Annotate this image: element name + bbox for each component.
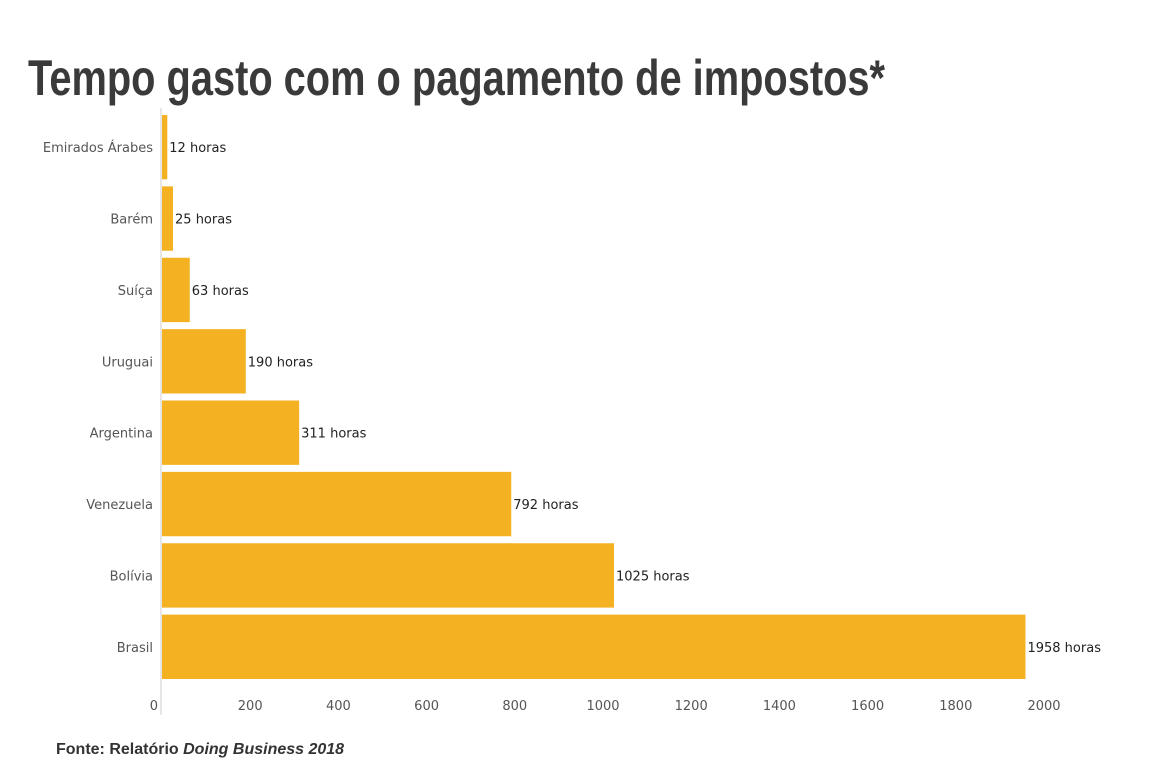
bar: [162, 115, 168, 180]
category-label: Uruguai: [102, 355, 153, 370]
bar: [162, 186, 174, 251]
category-label: Suíça: [118, 284, 153, 299]
category-label: Barém: [110, 213, 153, 228]
x-tick-label: 1400: [763, 699, 796, 714]
bar: [162, 329, 246, 394]
x-tick-label: 1000: [586, 699, 619, 714]
bar: [162, 543, 615, 608]
data-label: 12 horas: [169, 141, 226, 156]
chart-title: Tempo gasto com o pagamento de impostos*: [28, 50, 885, 106]
x-tick-label: 1600: [851, 699, 884, 714]
data-label: 190 horas: [248, 355, 313, 370]
category-label: Emirados Árabes: [43, 140, 153, 156]
source-note: Fonte: Relatório Doing Business 2018: [56, 741, 344, 758]
x-tick-label: 2000: [1027, 699, 1060, 714]
x-tick-label: 1800: [939, 699, 972, 714]
x-tick-label: 0: [150, 699, 158, 714]
bar: [162, 400, 300, 465]
bar: [162, 471, 512, 537]
category-label: Venezuela: [86, 498, 153, 513]
category-label: Argentina: [90, 427, 153, 442]
x-tick-label: 600: [414, 699, 439, 714]
bar: [162, 257, 190, 323]
x-tick-label: 400: [326, 699, 351, 714]
data-label: 1958 horas: [1027, 641, 1101, 656]
bar: [162, 614, 1026, 679]
x-tick-label: 200: [238, 699, 263, 714]
x-tick-label: 800: [502, 699, 527, 714]
x-tick-label: 1200: [675, 699, 708, 714]
category-label: Bolívia: [110, 569, 153, 584]
data-label: 1025 horas: [616, 569, 690, 584]
data-label: 311 horas: [301, 427, 366, 442]
data-label: 25 horas: [175, 213, 232, 228]
data-label: 792 horas: [513, 498, 578, 513]
data-label: 63 horas: [192, 284, 249, 299]
category-label: Brasil: [117, 641, 153, 656]
